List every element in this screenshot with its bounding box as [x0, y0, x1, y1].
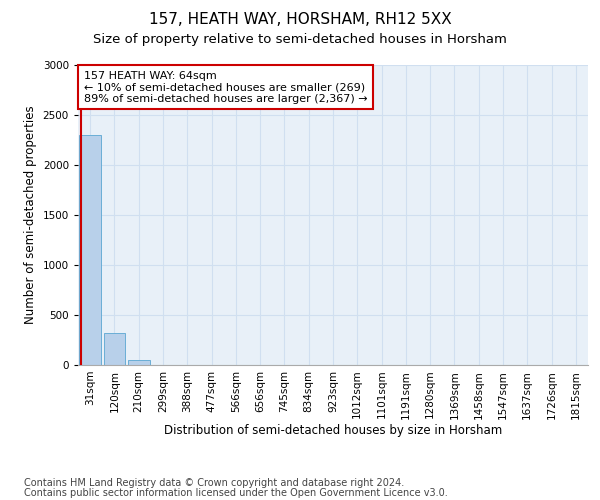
- Bar: [104, 333, 125, 365]
- Text: Contains HM Land Registry data © Crown copyright and database right 2024.: Contains HM Land Registry data © Crown c…: [24, 478, 404, 488]
- X-axis label: Distribution of semi-detached houses by size in Horsham: Distribution of semi-detached houses by …: [164, 424, 502, 437]
- Text: 157 HEATH WAY: 64sqm
← 10% of semi-detached houses are smaller (269)
89% of semi: 157 HEATH WAY: 64sqm ← 10% of semi-detac…: [83, 70, 367, 104]
- Bar: [128, 360, 149, 365]
- Text: Size of property relative to semi-detached houses in Horsham: Size of property relative to semi-detach…: [93, 32, 507, 46]
- Text: Contains public sector information licensed under the Open Government Licence v3: Contains public sector information licen…: [24, 488, 448, 498]
- Y-axis label: Number of semi-detached properties: Number of semi-detached properties: [24, 106, 37, 324]
- Text: 157, HEATH WAY, HORSHAM, RH12 5XX: 157, HEATH WAY, HORSHAM, RH12 5XX: [149, 12, 451, 28]
- Bar: [79, 135, 101, 365]
